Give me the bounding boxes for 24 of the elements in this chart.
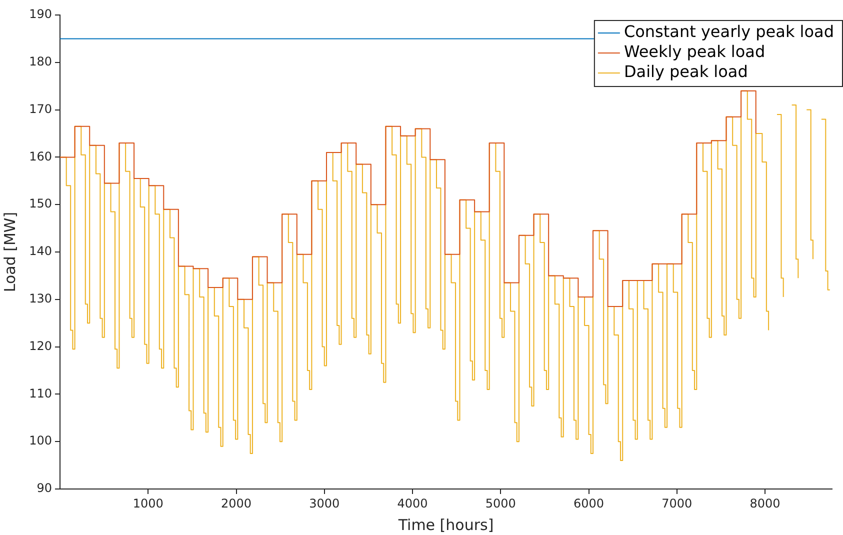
y-tick-label: 110 bbox=[29, 386, 52, 400]
x-tick-label: 1000 bbox=[132, 496, 164, 510]
y-tick-label: 190 bbox=[29, 7, 52, 22]
y-tick-label: 160 bbox=[29, 149, 52, 164]
x-tick-label: 6000 bbox=[573, 496, 604, 510]
y-tick-label: 130 bbox=[29, 292, 52, 306]
x-tick-label: 5000 bbox=[485, 496, 516, 510]
x-axis-title: Time [hours] bbox=[397, 516, 494, 534]
y-tick-label: 140 bbox=[29, 244, 52, 258]
legend-label: Constant yearly peak load bbox=[624, 22, 834, 42]
x-tick-label: 8000 bbox=[750, 496, 780, 510]
y-tick-label: 120 bbox=[29, 338, 52, 353]
x-tick-label: 7000 bbox=[662, 496, 692, 510]
x-tick-label: 3000 bbox=[309, 496, 340, 510]
legend-label: Weekly peak load bbox=[624, 42, 766, 62]
y-tick-label: 150 bbox=[29, 196, 52, 211]
y-tick-label: 180 bbox=[29, 54, 52, 69]
x-tick-label: 4000 bbox=[397, 496, 428, 510]
x-tick-label: 2000 bbox=[220, 496, 252, 510]
y-tick-label: 90 bbox=[36, 481, 52, 496]
y-axis-title: Load [MW] bbox=[0, 212, 19, 292]
legend-label: Daily peak load bbox=[624, 62, 748, 82]
y-tick-label: 100 bbox=[29, 434, 52, 448]
y-tick-label: 170 bbox=[29, 102, 52, 116]
